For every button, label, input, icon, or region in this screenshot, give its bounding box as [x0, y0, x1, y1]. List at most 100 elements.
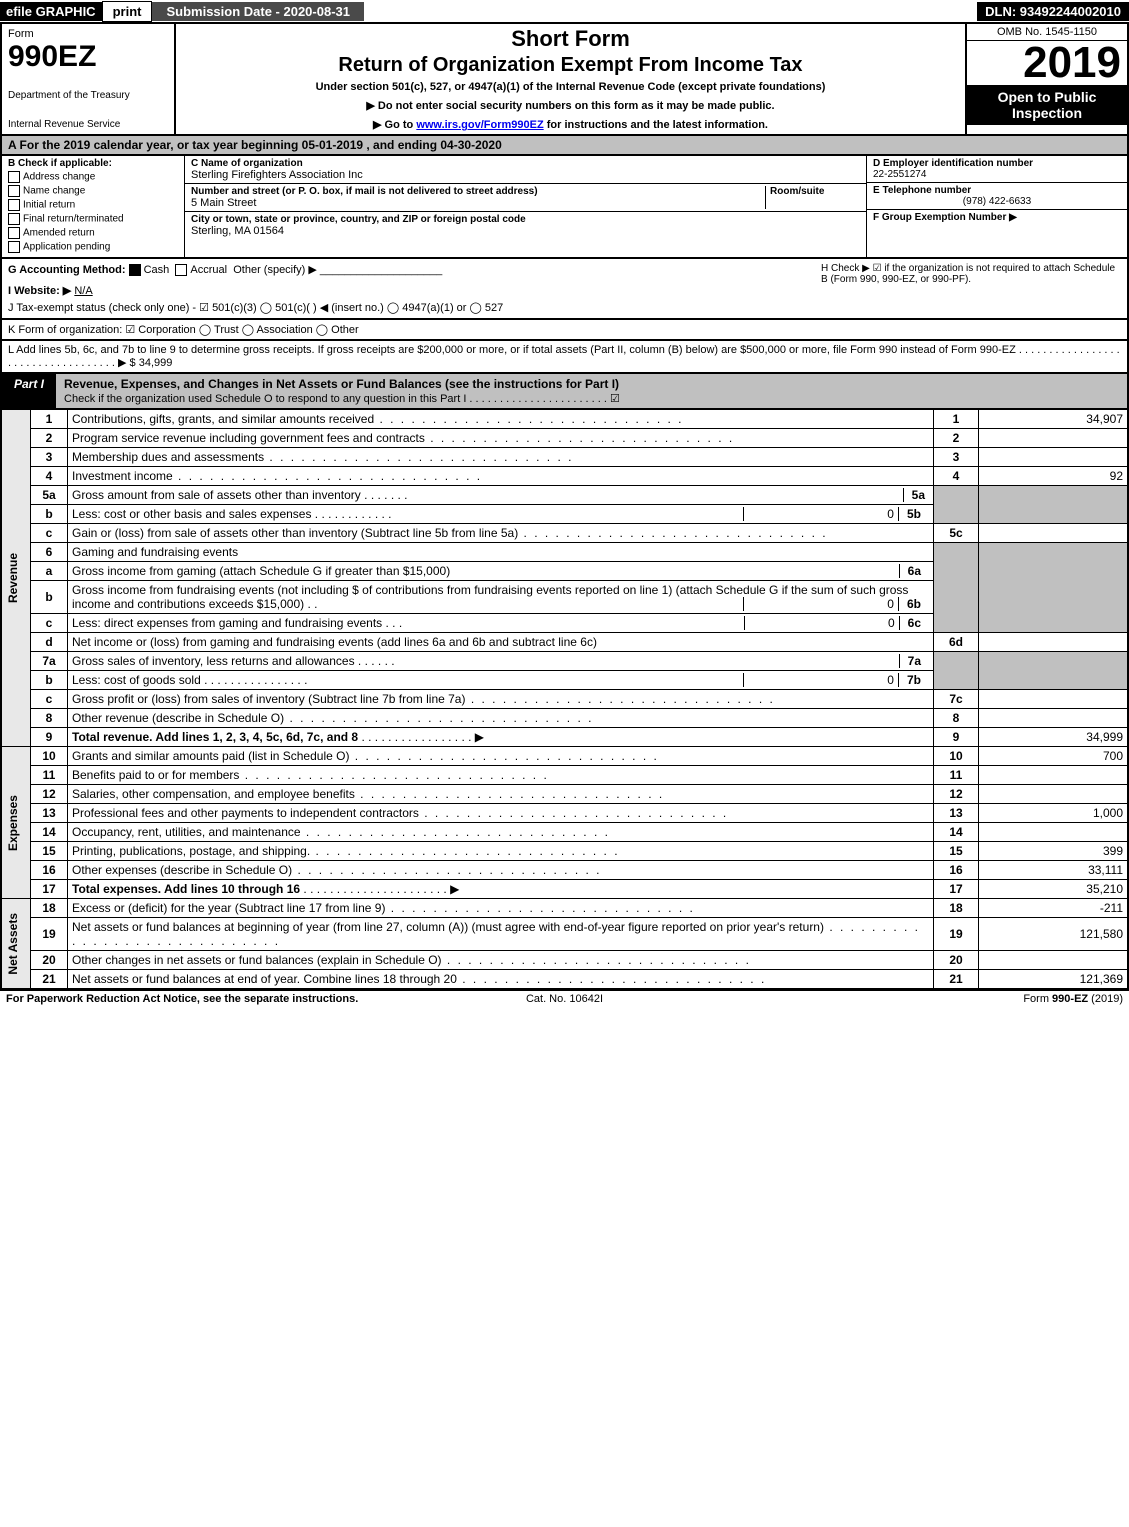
- h-schedule-b: H Check ▶ ☑ if the organization is not r…: [821, 263, 1121, 314]
- short-form-title: Short Form: [184, 26, 957, 52]
- chk-accrual[interactable]: [175, 264, 187, 276]
- f-group-label: F Group Exemption Number ▶: [873, 212, 1017, 223]
- side-expenses: Expenses: [6, 795, 20, 851]
- line-7a: Gross sales of inventory, less returns a…: [72, 654, 355, 668]
- ein-value: 22-2551274: [873, 169, 926, 180]
- line-6: Gaming and fundraising events: [68, 543, 934, 562]
- val-15: 399: [979, 842, 1129, 861]
- line-11: Benefits paid to or for members: [72, 768, 549, 782]
- city-label: City or town, state or province, country…: [191, 214, 526, 225]
- val-14: [979, 823, 1129, 842]
- line-16: Other expenses (describe in Schedule O): [72, 863, 602, 877]
- line-10: Grants and similar amounts paid (list in…: [72, 749, 659, 763]
- val-20: [979, 951, 1129, 970]
- main-title: Return of Organization Exempt From Incom…: [184, 54, 957, 77]
- website-value: N/A: [74, 285, 92, 297]
- tax-year: 2019: [967, 41, 1127, 85]
- line-15: Printing, publications, postage, and shi…: [72, 844, 620, 858]
- tax-year-line: A For the 2019 calendar year, or tax yea…: [0, 136, 1129, 156]
- val-18: -211: [979, 899, 1129, 918]
- val-7c: [979, 690, 1129, 709]
- chk-amended-return[interactable]: Amended return: [8, 227, 178, 239]
- line-8: Other revenue (describe in Schedule O): [72, 711, 593, 725]
- val-8: [979, 709, 1129, 728]
- box-b-label: B Check if applicable:: [8, 158, 112, 169]
- part1-tag: Part I: [2, 374, 56, 408]
- line-12: Salaries, other compensation, and employ…: [72, 787, 664, 801]
- j-tax-exempt: J Tax-exempt status (check only one) - ☑…: [8, 301, 821, 314]
- d-ein-label: D Employer identification number: [873, 158, 1033, 169]
- part1-sub: Check if the organization used Schedule …: [64, 393, 620, 405]
- line-3: Membership dues and assessments: [72, 450, 573, 464]
- line-21: Net assets or fund balances at end of ye…: [72, 972, 766, 986]
- phone-value: (978) 422-6633: [873, 196, 1121, 207]
- footer-left: For Paperwork Reduction Act Notice, see …: [6, 993, 378, 1005]
- sub-6c: 0: [744, 616, 899, 630]
- line-4: Investment income: [72, 469, 482, 483]
- val-13: 1,000: [979, 804, 1129, 823]
- sub-5b: 0: [743, 507, 898, 521]
- footer-form: Form 990-EZ (2019): [751, 993, 1123, 1005]
- val-17: 35,210: [979, 880, 1129, 899]
- val-21: 121,369: [979, 970, 1129, 990]
- org-name: Sterling Firefighters Association Inc: [191, 169, 363, 181]
- e-phone-label: E Telephone number: [873, 185, 971, 196]
- val-1: 34,907: [979, 410, 1129, 429]
- val-5c: [979, 524, 1129, 543]
- line-5a: Gross amount from sale of assets other t…: [72, 488, 361, 502]
- c-label: C Name of organization: [191, 158, 303, 169]
- addr-label: Number and street (or P. O. box, if mail…: [191, 186, 538, 197]
- form-word: Form: [8, 28, 168, 40]
- g-label: G Accounting Method:: [8, 264, 126, 276]
- side-netassets: Net Assets: [6, 913, 20, 975]
- line-6d: Net income or (loss) from gaming and fun…: [72, 635, 597, 649]
- irs-link[interactable]: www.irs.gov/Form990EZ: [416, 119, 543, 131]
- dln-label: DLN: 93492244002010: [977, 2, 1129, 21]
- line-5b: Less: cost or other basis and sales expe…: [72, 507, 311, 521]
- val-9: 34,999: [979, 728, 1129, 747]
- chk-name-change[interactable]: Name change: [8, 185, 178, 197]
- chk-final-return[interactable]: Final return/terminated: [8, 213, 178, 225]
- i-website-label: I Website: ▶: [8, 285, 71, 297]
- line-6a: Gross income from gaming (attach Schedul…: [72, 564, 450, 578]
- val-19: 121,580: [979, 918, 1129, 951]
- side-revenue: Revenue: [6, 553, 20, 603]
- submission-date: Submission Date - 2020-08-31: [152, 2, 364, 21]
- print-button[interactable]: print: [102, 1, 153, 22]
- line-7c: Gross profit or (loss) from sales of inv…: [72, 692, 775, 706]
- val-2: [979, 429, 1129, 448]
- room-label: Room/suite: [770, 186, 824, 197]
- val-4: 92: [979, 467, 1129, 486]
- line-17: Total expenses. Add lines 10 through 16: [72, 882, 300, 896]
- chk-application-pending[interactable]: Application pending: [8, 241, 178, 253]
- chk-cash[interactable]: [129, 264, 141, 276]
- line-1: Contributions, gifts, grants, and simila…: [72, 412, 684, 426]
- line-7b: Less: cost of goods sold: [72, 673, 201, 687]
- val-3: [979, 448, 1129, 467]
- val-10: 700: [979, 747, 1129, 766]
- org-address: 5 Main Street: [191, 197, 256, 209]
- sub-6b: 0: [743, 597, 898, 611]
- form-number: 990EZ: [8, 42, 168, 72]
- line-18: Excess or (deficit) for the year (Subtra…: [72, 901, 695, 915]
- chk-address-change[interactable]: Address change: [8, 171, 178, 183]
- subtitle: Under section 501(c), 527, or 4947(a)(1)…: [184, 81, 957, 93]
- line-2: Program service revenue including govern…: [72, 431, 734, 445]
- org-city: Sterling, MA 01564: [191, 225, 284, 237]
- line-6c: Less: direct expenses from gaming and fu…: [72, 616, 382, 630]
- val-6d: [979, 633, 1129, 652]
- l-gross-receipts: L Add lines 5b, 6c, and 7b to line 9 to …: [0, 341, 1129, 374]
- open-public: Open to Public Inspection: [967, 85, 1127, 125]
- line-20: Other changes in net assets or fund bala…: [72, 953, 751, 967]
- k-form-org: K Form of organization: ☑ Corporation ◯ …: [0, 320, 1129, 341]
- line-19: Net assets or fund balances at beginning…: [72, 920, 920, 948]
- dept-treasury: Department of the Treasury: [8, 90, 168, 101]
- chk-initial-return[interactable]: Initial return: [8, 199, 178, 211]
- sub-7b: 0: [743, 673, 898, 687]
- ssn-warning: ▶ Do not enter social security numbers o…: [184, 99, 957, 112]
- efile-label: efile GRAPHIC: [0, 2, 102, 21]
- part1-title: Revenue, Expenses, and Changes in Net As…: [64, 377, 619, 391]
- line-14: Occupancy, rent, utilities, and maintena…: [72, 825, 610, 839]
- line-13: Professional fees and other payments to …: [72, 806, 728, 820]
- line-5c: Gain or (loss) from sale of assets other…: [72, 526, 828, 540]
